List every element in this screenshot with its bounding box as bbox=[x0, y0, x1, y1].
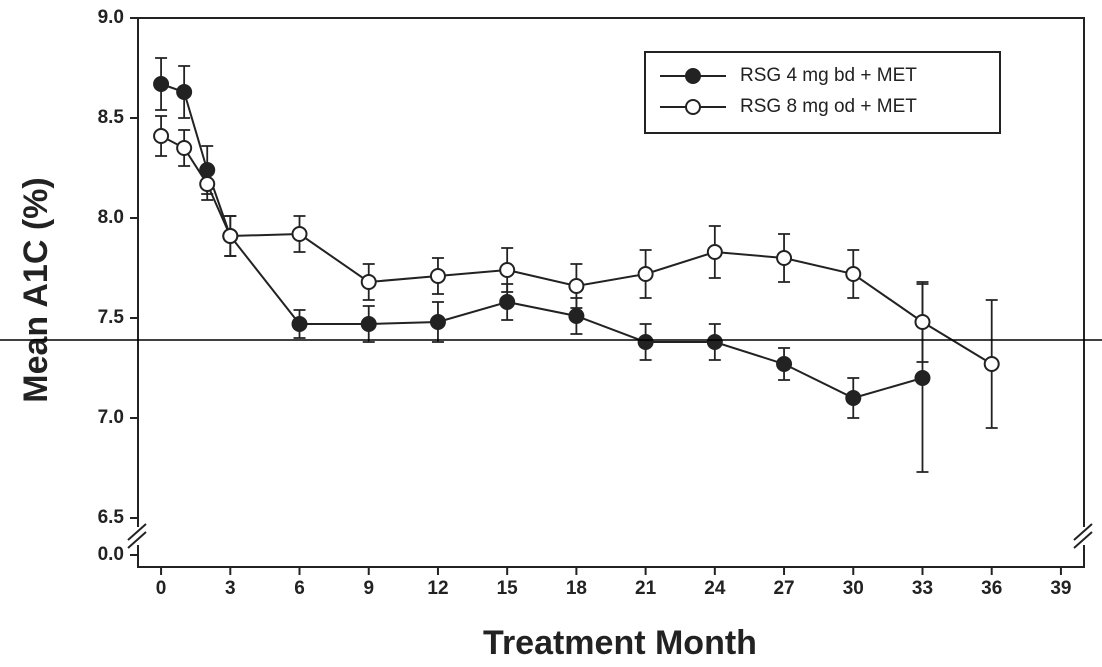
legend-marker bbox=[685, 99, 701, 115]
marker bbox=[568, 308, 585, 324]
x-tick-label: 9 bbox=[363, 578, 374, 599]
marker bbox=[176, 140, 193, 156]
y-tick-label: 8.5 bbox=[98, 107, 125, 128]
x-tick-label: 24 bbox=[704, 578, 726, 599]
legend-label: RSG 4 mg bd + MET bbox=[740, 65, 917, 86]
x-tick-label: 6 bbox=[294, 578, 305, 599]
marker bbox=[983, 356, 1000, 372]
axis-break bbox=[126, 523, 1096, 549]
marker bbox=[176, 84, 193, 100]
x-axis-label: Treatment Month bbox=[483, 624, 757, 662]
marker bbox=[706, 244, 723, 260]
marker bbox=[776, 250, 793, 266]
marker bbox=[199, 176, 216, 192]
x-tick-label: 15 bbox=[497, 578, 519, 599]
y-tick-label: 0.0 bbox=[98, 544, 124, 565]
y-tick-label: 6.5 bbox=[98, 507, 125, 528]
marker bbox=[153, 76, 170, 92]
marker bbox=[637, 334, 654, 350]
marker bbox=[914, 370, 931, 386]
marker bbox=[914, 314, 931, 330]
marker bbox=[291, 316, 308, 332]
x-tick-label: 12 bbox=[427, 578, 448, 599]
marker bbox=[360, 316, 377, 332]
marker bbox=[845, 266, 862, 282]
marker bbox=[429, 314, 446, 330]
y-tick-label: 9.0 bbox=[98, 7, 124, 28]
marker bbox=[291, 226, 308, 242]
marker bbox=[776, 356, 793, 372]
x-tick-label: 30 bbox=[843, 578, 864, 599]
marker bbox=[706, 334, 723, 350]
legend-marker bbox=[685, 68, 701, 84]
plot-frame bbox=[137, 17, 1085, 568]
y-tick-label: 8.0 bbox=[98, 207, 124, 228]
x-tick-label: 3 bbox=[225, 578, 236, 599]
legend-box bbox=[644, 51, 1001, 134]
marker bbox=[429, 268, 446, 284]
x-tick-label: 27 bbox=[773, 578, 794, 599]
x-tick-label: 21 bbox=[635, 578, 657, 599]
marker bbox=[153, 128, 170, 144]
x-tick-label: 18 bbox=[566, 578, 587, 599]
y-tick-label: 7.0 bbox=[98, 407, 124, 428]
x-tick-label: 33 bbox=[912, 578, 933, 599]
marker bbox=[845, 390, 862, 406]
marker bbox=[568, 278, 585, 294]
y-tick-label: 7.5 bbox=[98, 307, 125, 328]
x-tick-label: 0 bbox=[156, 578, 167, 599]
x-tick-label: 36 bbox=[981, 578, 1002, 599]
y-axis-label: Mean A1C (%) bbox=[17, 177, 55, 402]
marker bbox=[222, 228, 239, 244]
marker bbox=[360, 274, 377, 290]
marker bbox=[499, 262, 516, 278]
legend-label: RSG 8 mg od + MET bbox=[740, 96, 917, 117]
marker bbox=[637, 266, 654, 282]
x-tick-label: 39 bbox=[1050, 578, 1071, 599]
marker bbox=[499, 294, 516, 310]
